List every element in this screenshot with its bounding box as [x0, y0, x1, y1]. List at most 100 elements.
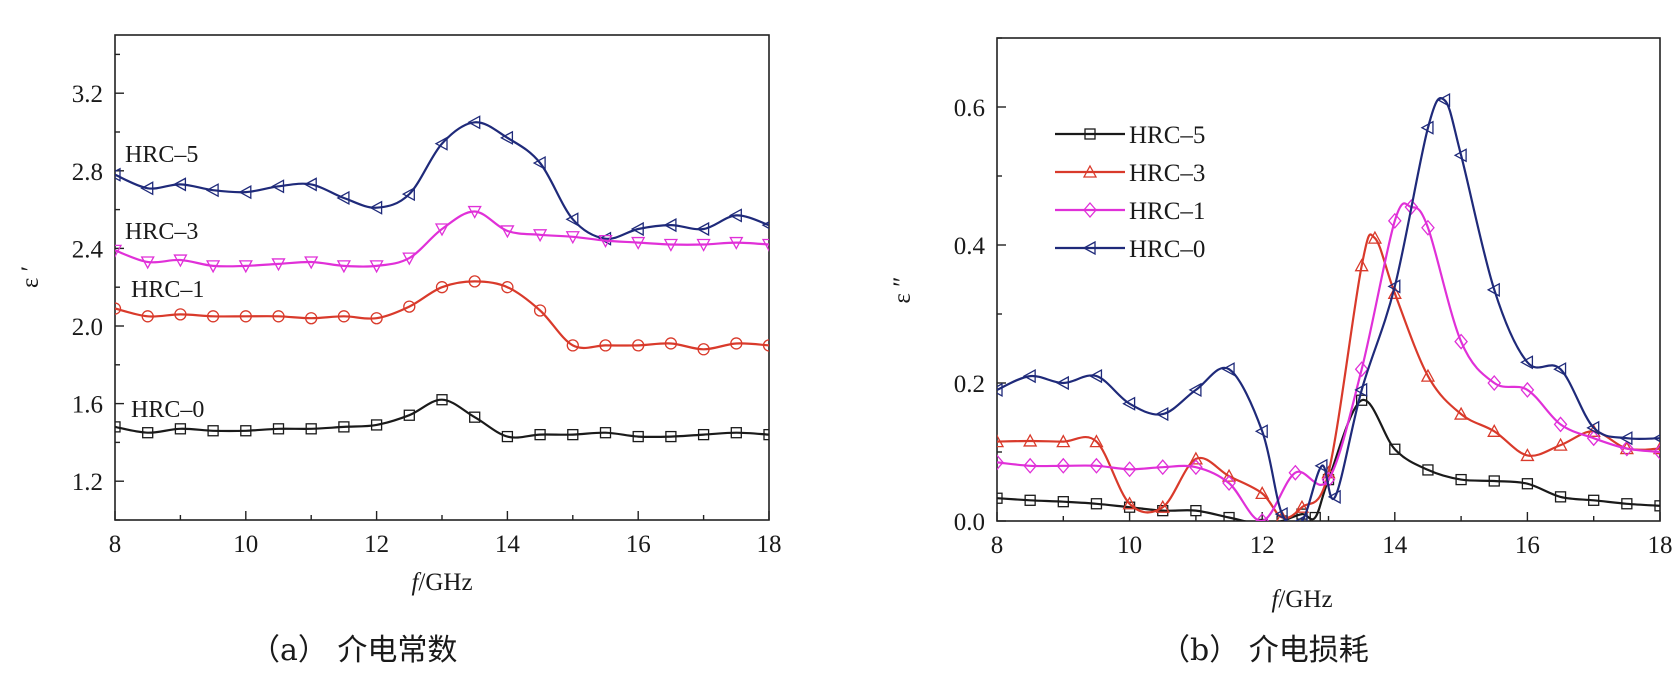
a-ytick-label: 1.2: [72, 469, 103, 496]
b-point-hrc0: [1520, 355, 1534, 370]
b-point-hrc0: [1294, 513, 1308, 521]
a-point-hrc5: [434, 136, 448, 151]
b-point-hrc0: [997, 382, 1003, 397]
b-point-hrc5: [1422, 464, 1434, 476]
a-point-hrc1: [115, 302, 122, 315]
b-point-hrc0: [1652, 434, 1660, 443]
a-line-hrc5: [115, 121, 769, 240]
b-point-hrc1: [1421, 219, 1435, 236]
b-point-hrc3: [1276, 510, 1288, 521]
a-point-hrc3: [402, 252, 417, 266]
a-point-hrc5: [728, 208, 742, 223]
a-series-hrc5: [115, 115, 769, 246]
a-point-hrc0: [272, 423, 285, 435]
b-xtick-label: 14: [1382, 532, 1408, 559]
b-line-hrc5: [997, 399, 1660, 521]
legend-label-hrc0: HRC–0: [1129, 236, 1205, 263]
panel-a-ylabel: ε ′: [17, 266, 44, 288]
b-xtick-label: 10: [1117, 532, 1142, 559]
b-point-hrc5: [1455, 473, 1467, 486]
b-point-hrc1: [1619, 440, 1634, 457]
a-point-hrc3: [238, 260, 253, 274]
a-point-hrc3: [565, 231, 580, 245]
b-point-hrc1: [1520, 381, 1535, 398]
a-point-hrc5: [532, 155, 546, 171]
b-point-hrc1: [1288, 464, 1303, 481]
a-point-hrc0: [501, 430, 514, 443]
b-point-hrc0: [1619, 431, 1633, 446]
panel-a-caption: （a） 介电常数: [250, 633, 457, 668]
a-point-hrc1: [435, 281, 449, 294]
a-point-hrc5: [205, 183, 219, 198]
a-ytick-label: 2.0: [72, 314, 103, 341]
panel-a-xlabel: f/GHz: [411, 569, 472, 596]
b-point-hrc3: [1089, 434, 1104, 448]
a-point-hrc1: [305, 312, 318, 325]
a-point-hrc5: [500, 130, 514, 145]
b-point-hrc3: [1255, 486, 1270, 500]
a-point-hrc0: [730, 427, 742, 439]
b-point-hrc5: [1521, 478, 1534, 490]
b-point-hrc3: [1553, 437, 1568, 451]
panel-a-label-hrc5: HRC–5: [125, 142, 198, 168]
a-point-hrc0: [697, 428, 710, 441]
a-point-hrc5: [238, 185, 252, 200]
b-point-hrc3: [1367, 230, 1383, 244]
a-point-hrc0: [534, 428, 546, 441]
a-point-hrc0: [599, 427, 612, 439]
panel-a: 8 10 12 14 16 181.21.62.02.42.83.2 ε ′ f/GHz …: [17, 34, 782, 668]
b-xtick-label: 16: [1515, 532, 1540, 559]
a-point-hrc5: [663, 218, 677, 233]
a-point-hrc1: [337, 310, 351, 323]
b-point-hrc1: [1189, 459, 1203, 476]
b-point-hrc0: [1314, 458, 1328, 473]
legend-marker-hrc0: [1082, 240, 1096, 256]
legend-label-hrc1: HRC–1: [1129, 198, 1205, 225]
a-point-hrc0: [370, 419, 383, 431]
a-point-hrc5: [115, 167, 121, 182]
b-point-hrc1: [1454, 333, 1468, 350]
a-point-hrc5: [173, 177, 187, 192]
a-point-hrc3: [140, 256, 155, 270]
a-line-hrc0: [115, 398, 769, 439]
b-point-hrc5: [1588, 494, 1600, 506]
panel-b-ylabel: ε ″: [889, 276, 916, 303]
a-point-hrc0: [567, 428, 579, 441]
b-xtick-label: 18: [1648, 532, 1673, 559]
b-point-hrc1: [1089, 457, 1104, 474]
b-point-hrc3: [1221, 468, 1237, 482]
b-point-hrc5: [1190, 504, 1202, 517]
a-point-hrc1: [468, 275, 481, 288]
a-xtick-label: 8: [109, 531, 122, 558]
a-xtick-label: 18: [757, 531, 782, 558]
b-point-hrc0: [1486, 282, 1500, 297]
b-point-hrc1: [1586, 430, 1601, 447]
b-ytick-label: 0.6: [954, 95, 985, 122]
a-point-hrc0: [115, 421, 121, 433]
b-point-hrc1: [1056, 457, 1071, 474]
a-point-hrc0: [174, 423, 187, 435]
b-point-hrc0: [1354, 382, 1368, 397]
a-series-hrc0: [115, 394, 769, 443]
b-point-hrc3: [1294, 499, 1310, 513]
b-point-hrc3: [1188, 451, 1203, 465]
a-point-hrc1: [370, 312, 383, 325]
b-point-hrc5: [1356, 394, 1368, 406]
a-point-hrc0: [469, 411, 481, 423]
b-point-hrc1: [1155, 459, 1170, 476]
a-point-hrc3: [500, 225, 515, 239]
b-point-hrc0: [1089, 369, 1103, 384]
a-point-hrc0: [338, 421, 350, 433]
a-xtick-label: 14: [495, 531, 521, 558]
a-point-hrc3: [206, 260, 221, 274]
legend-label-hrc5: HRC–5: [1129, 122, 1205, 149]
b-point-hrc3: [1454, 406, 1469, 420]
a-point-hrc3: [663, 238, 678, 252]
a-point-hrc0: [142, 427, 154, 439]
a-point-hrc3: [369, 260, 384, 274]
a-point-hrc1: [697, 343, 710, 356]
b-point-hrc1: [1487, 375, 1502, 391]
b-point-hrc1: [997, 454, 1004, 471]
b-point-hrc3: [1056, 434, 1071, 448]
b-xtick-label: 12: [1250, 532, 1275, 559]
